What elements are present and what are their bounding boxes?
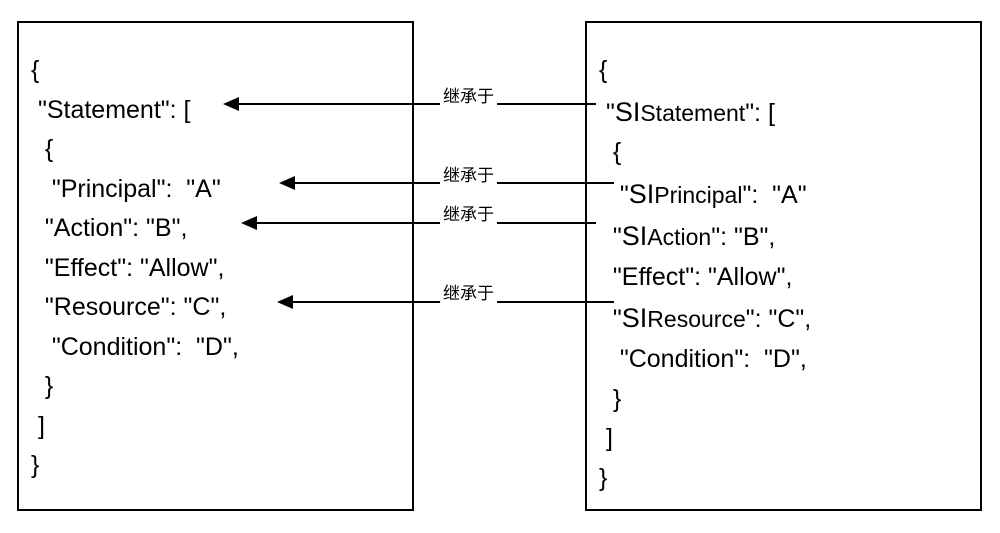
left-code: { "Statement": [ { "Principal": "A" "Act…: [19, 23, 412, 498]
right-code-box: { "SIStatement": [ { "SIPrincipal": "A" …: [585, 21, 982, 511]
right-l7-si: SI: [622, 303, 648, 333]
right-l7-pre: ": [599, 305, 622, 333]
right-l7-rest: Resource: [647, 306, 745, 332]
right-l7: "SIResource": "C",: [599, 297, 968, 340]
right-l5-rest: Action: [647, 224, 711, 250]
left-l2: "Statement": [: [31, 91, 400, 131]
left-l1: {: [31, 51, 400, 91]
right-l2: "SIStatement": [: [599, 91, 968, 134]
right-l5: "SIAction": "B",: [599, 215, 968, 258]
left-l5: "Action": "B",: [31, 209, 400, 249]
left-l4: "Principal": "A": [31, 170, 400, 210]
right-l7-post: ": "C",: [746, 305, 812, 333]
right-l5-pre: ": [599, 223, 622, 251]
right-code: { "SIStatement": [ { "SIPrincipal": "A" …: [587, 23, 980, 510]
arrow-label: 继承于: [440, 82, 497, 107]
right-l2-post: ": [: [745, 99, 775, 127]
right-l2-pre: ": [599, 99, 615, 127]
right-l4-si: SI: [629, 179, 655, 209]
left-l9: }: [31, 367, 400, 407]
right-l2-rest: Statement: [640, 100, 745, 126]
right-l8: "Condition": "D",: [599, 340, 968, 380]
right-l3: {: [599, 133, 968, 173]
left-l7: "Resource": "C",: [31, 288, 400, 328]
right-l4-rest: Principal: [654, 182, 742, 208]
right-l1: {: [599, 51, 968, 91]
right-l4: "SIPrincipal": "A": [599, 173, 968, 216]
arrow-label: 继承于: [440, 279, 497, 304]
right-l5-post: ": "B",: [711, 223, 775, 251]
right-l2-si: SI: [615, 97, 641, 127]
left-l6: "Effect": "Allow",: [31, 249, 400, 289]
right-l6: "Effect": "Allow",: [599, 258, 968, 298]
left-l3: {: [31, 130, 400, 170]
right-l4-post: ": "A": [742, 181, 806, 209]
left-l8: "Condition": "D",: [31, 328, 400, 368]
right-l5-si: SI: [622, 221, 648, 251]
arrow-label: 继承于: [440, 200, 497, 225]
arrow-label: 继承于: [440, 161, 497, 186]
left-code-box: { "Statement": [ { "Principal": "A" "Act…: [17, 21, 414, 511]
right-l10: ]: [599, 419, 968, 459]
right-l11: }: [599, 459, 968, 499]
left-l11: }: [31, 446, 400, 486]
left-l10: ]: [31, 407, 400, 447]
right-l9: }: [599, 380, 968, 420]
right-l4-pre: ": [599, 181, 629, 209]
